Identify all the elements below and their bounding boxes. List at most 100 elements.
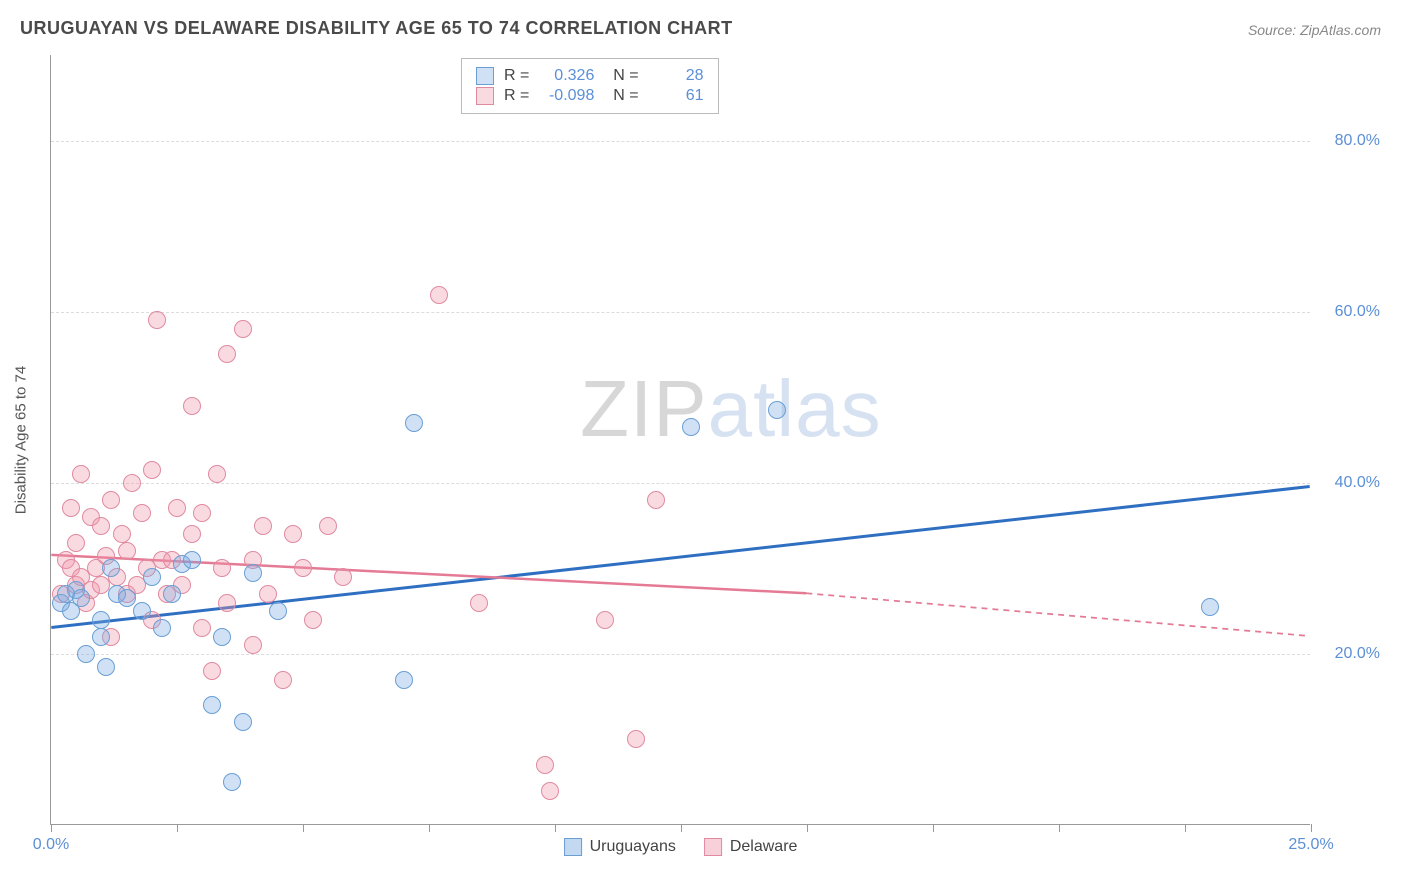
stat-n-label: N = bbox=[604, 87, 638, 105]
data-point bbox=[92, 628, 110, 646]
y-tick-label: 60.0% bbox=[1335, 303, 1380, 321]
x-tick bbox=[177, 824, 178, 832]
legend-label: Delaware bbox=[730, 838, 798, 856]
data-point bbox=[682, 418, 700, 436]
x-tick bbox=[681, 824, 682, 832]
x-tick bbox=[429, 824, 430, 832]
data-point bbox=[102, 559, 120, 577]
y-tick-label: 40.0% bbox=[1335, 474, 1380, 492]
data-point bbox=[218, 345, 236, 363]
data-point bbox=[148, 311, 166, 329]
data-point bbox=[254, 517, 272, 535]
x-tick bbox=[1185, 824, 1186, 832]
data-point bbox=[193, 504, 211, 522]
data-point bbox=[67, 534, 85, 552]
x-tick bbox=[933, 824, 934, 832]
data-point bbox=[536, 756, 554, 774]
data-point bbox=[294, 559, 312, 577]
chart-title: URUGUAYAN VS DELAWARE DISABILITY AGE 65 … bbox=[20, 18, 733, 39]
x-tick bbox=[51, 824, 52, 832]
data-point bbox=[183, 397, 201, 415]
y-tick-label: 20.0% bbox=[1335, 645, 1380, 663]
watermark-zip: ZIP bbox=[580, 364, 707, 453]
stat-r-value: 0.326 bbox=[539, 67, 594, 85]
data-point bbox=[269, 602, 287, 620]
data-point bbox=[163, 585, 181, 603]
gridline-h bbox=[51, 141, 1310, 142]
data-point bbox=[77, 645, 95, 663]
data-point bbox=[62, 499, 80, 517]
data-point bbox=[768, 401, 786, 419]
data-point bbox=[102, 491, 120, 509]
stat-n-value: 28 bbox=[649, 67, 704, 85]
data-point bbox=[223, 773, 241, 791]
legend-bottom: Uruguayans Delaware bbox=[564, 838, 798, 856]
stats-row: R =0.326 N =28 bbox=[476, 67, 704, 85]
x-tick bbox=[1311, 824, 1312, 832]
series-swatch bbox=[476, 67, 494, 85]
data-point bbox=[395, 671, 413, 689]
legend-item: Uruguayans bbox=[564, 838, 676, 856]
data-point bbox=[92, 517, 110, 535]
data-point bbox=[92, 611, 110, 629]
data-point bbox=[334, 568, 352, 586]
data-point bbox=[647, 491, 665, 509]
data-point bbox=[259, 585, 277, 603]
data-point bbox=[133, 504, 151, 522]
data-point bbox=[284, 525, 302, 543]
data-point bbox=[208, 465, 226, 483]
data-point bbox=[123, 474, 141, 492]
data-point bbox=[118, 542, 136, 560]
data-point bbox=[183, 551, 201, 569]
source-attribution: Source: ZipAtlas.com bbox=[1248, 22, 1381, 38]
stat-n-value: 61 bbox=[649, 87, 704, 105]
data-point bbox=[203, 696, 221, 714]
x-tick bbox=[555, 824, 556, 832]
data-point bbox=[118, 589, 136, 607]
legend-swatch bbox=[704, 838, 722, 856]
data-point bbox=[218, 594, 236, 612]
data-point bbox=[405, 414, 423, 432]
stat-r-value: -0.098 bbox=[539, 87, 594, 105]
data-point bbox=[203, 662, 221, 680]
plot-area: Disability Age 65 to 74 ZIPatlas R =0.32… bbox=[50, 55, 1310, 825]
legend-label: Uruguayans bbox=[590, 838, 676, 856]
data-point bbox=[627, 730, 645, 748]
data-point bbox=[319, 517, 337, 535]
series-swatch bbox=[476, 87, 494, 105]
regression-line bbox=[51, 486, 1309, 627]
data-point bbox=[234, 713, 252, 731]
data-point bbox=[72, 589, 90, 607]
data-point bbox=[133, 602, 151, 620]
x-tick bbox=[1059, 824, 1060, 832]
stats-box: R =0.326 N =28R =-0.098 N =61 bbox=[461, 58, 719, 114]
data-point bbox=[113, 525, 131, 543]
x-tick-label: 25.0% bbox=[1288, 836, 1333, 854]
legend-item: Delaware bbox=[704, 838, 798, 856]
data-point bbox=[234, 320, 252, 338]
data-point bbox=[193, 619, 211, 637]
gridline-h bbox=[51, 654, 1310, 655]
x-tick bbox=[807, 824, 808, 832]
data-point bbox=[430, 286, 448, 304]
data-point bbox=[274, 671, 292, 689]
x-tick bbox=[303, 824, 304, 832]
gridline-h bbox=[51, 483, 1310, 484]
stat-r-label: R = bbox=[504, 67, 529, 85]
data-point bbox=[97, 658, 115, 676]
watermark: ZIPatlas bbox=[580, 363, 881, 455]
stats-row: R =-0.098 N =61 bbox=[476, 87, 704, 105]
data-point bbox=[143, 461, 161, 479]
regression-line bbox=[806, 593, 1309, 636]
data-point bbox=[244, 564, 262, 582]
gridline-h bbox=[51, 312, 1310, 313]
data-point bbox=[153, 619, 171, 637]
data-point bbox=[213, 628, 231, 646]
watermark-atlas: atlas bbox=[708, 364, 882, 453]
legend-swatch bbox=[564, 838, 582, 856]
regression-lines-layer bbox=[51, 55, 1310, 824]
y-axis-label: Disability Age 65 to 74 bbox=[13, 365, 30, 513]
data-point bbox=[213, 559, 231, 577]
data-point bbox=[596, 611, 614, 629]
data-point bbox=[168, 499, 186, 517]
